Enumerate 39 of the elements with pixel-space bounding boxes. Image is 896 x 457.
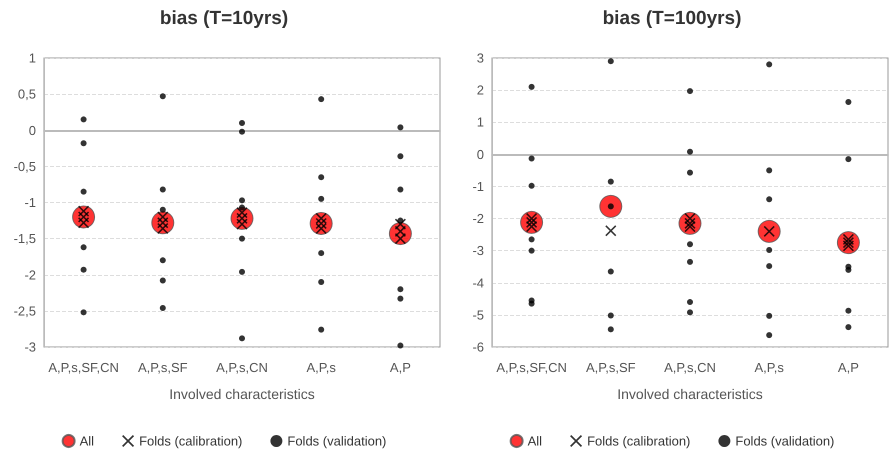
- chart-title: bias (T=10yrs): [160, 8, 288, 29]
- y-tick-label: -6: [472, 340, 484, 354]
- legend-label: Folds (validation): [735, 434, 834, 448]
- legend-label: All: [528, 434, 542, 448]
- x-tick-label: A,P,s,SF,CN: [496, 360, 567, 375]
- chart-title: bias (T=100yrs): [602, 8, 742, 29]
- y-tick-label: -5: [472, 307, 484, 322]
- x-tick-label: A,P: [390, 360, 411, 375]
- x-tick-label: A,P,s,SF: [586, 360, 636, 375]
- y-tick-label: 0: [476, 146, 484, 162]
- y-tick-label: -2: [24, 267, 36, 282]
- y-tick-label: -3: [24, 340, 36, 354]
- x-tick-label: A,P,s,CN: [216, 360, 268, 375]
- y-tick-label: 2: [476, 82, 484, 98]
- y-tick-label: -0,5: [14, 158, 36, 174]
- y-tick-label: -1: [472, 178, 484, 194]
- y-tick-label: 1: [28, 50, 36, 66]
- x-tick-label: A,P,s,CN: [664, 360, 716, 375]
- x-axis-title: Involved characteristics: [169, 386, 315, 402]
- x-tick-label: A,P,s,SF: [138, 360, 188, 375]
- x-tick-label: A,P,s: [306, 360, 336, 375]
- x-tick-label: A,P,s,SF,CN: [48, 360, 119, 375]
- legend-label: Folds (validation): [287, 434, 386, 448]
- y-tick-label: 3: [476, 50, 484, 66]
- y-tick-label: 0: [28, 122, 36, 138]
- legend-label: Folds (calibration): [587, 434, 690, 448]
- y-tick-label: -4: [472, 275, 484, 290]
- x-tick-label: A,P: [838, 360, 859, 375]
- y-tick-label: -1,5: [14, 231, 36, 246]
- y-tick-label: 1: [476, 114, 484, 130]
- y-tick-label: -2,5: [14, 303, 36, 318]
- legend-label: All: [80, 434, 94, 448]
- y-tick-label: -3: [472, 243, 484, 258]
- y-tick-label: -1: [24, 195, 36, 210]
- y-tick-label: 0,5: [18, 86, 36, 102]
- y-tick-label: -2: [472, 211, 484, 226]
- x-axis-title: Involved characteristics: [617, 386, 763, 402]
- legend-label: Folds (calibration): [139, 434, 242, 448]
- x-tick-label: A,P,s: [754, 360, 784, 375]
